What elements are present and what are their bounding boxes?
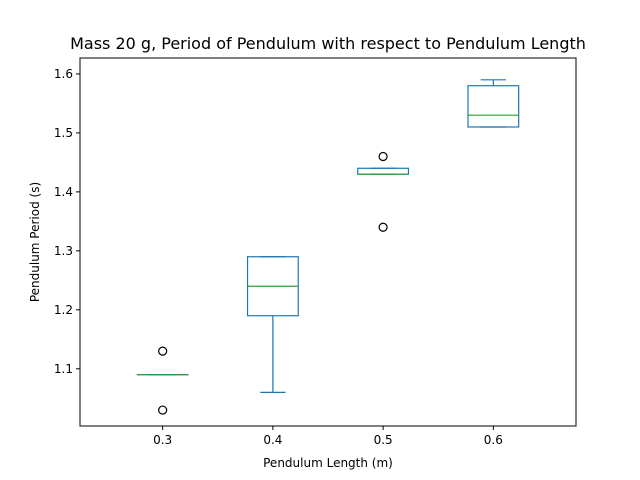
box-0.6 <box>467 79 520 128</box>
chart-title: Mass 20 g, Period of Pendulum with respe… <box>70 34 586 53</box>
y-axis-label: Pendulum Period (s) <box>28 182 42 302</box>
axes-frame <box>79 57 577 427</box>
x-tick-label: 0.3 <box>153 433 172 447</box>
y-tick-label: 1.3 <box>54 244 73 258</box>
y-tick-label: 1.6 <box>54 67 73 81</box>
y-tick-label: 1.5 <box>54 126 73 140</box>
outlier-point <box>378 151 388 162</box>
outlier-point <box>158 346 168 356</box>
outlier-point <box>378 222 388 232</box>
box-0.3 <box>136 346 189 415</box>
y-tick-label: 1.4 <box>54 185 73 199</box>
outlier-point <box>158 405 168 415</box>
x-axis-label: Pendulum Length (m) <box>263 456 393 470</box>
x-tick-label: 0.6 <box>484 433 503 447</box>
x-tick-label: 0.4 <box>263 433 282 447</box>
x-tick-label: 0.5 <box>374 433 393 447</box>
box-0.4 <box>246 256 299 393</box>
y-tick-label: 1.1 <box>54 362 73 376</box>
y-tick-label: 1.2 <box>54 303 73 317</box>
box-0.5 <box>357 151 410 232</box>
plot-area <box>136 79 520 415</box>
